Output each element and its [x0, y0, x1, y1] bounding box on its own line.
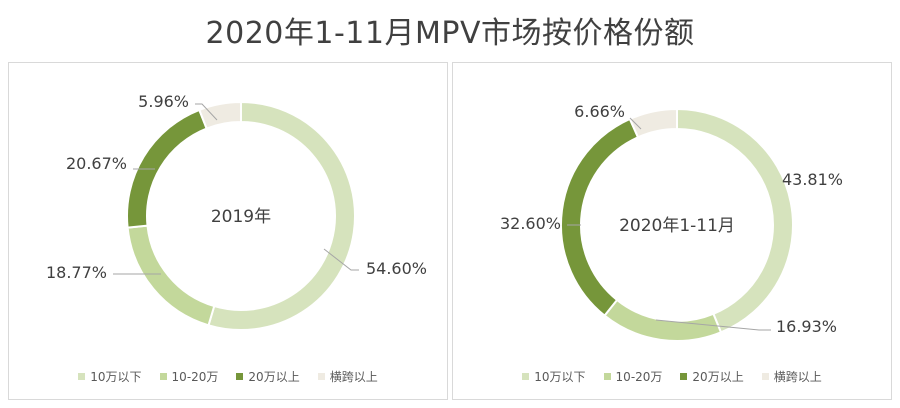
legend-item-10-20w: 10-20万	[603, 368, 663, 385]
donut-slice-crossover	[198, 100, 242, 130]
legend-label: 20万以上	[692, 370, 744, 384]
chart-title: 2020年1-11月MPV市场按价格份额	[205, 16, 695, 51]
donut-slice-crossover	[628, 107, 678, 139]
center-label: 2020年1-11月	[619, 216, 735, 236]
data-label-crossover: 6.66%	[574, 102, 625, 121]
data-label-10-20w: 18.77%	[46, 263, 107, 282]
legend-2020: 10万以下 10-20万 20万以上 横跨以上	[453, 368, 891, 385]
legend-2019: 10万以下 10-20万 20万以上 横跨以上	[9, 368, 447, 385]
legend-swatch	[680, 373, 688, 380]
legend-swatch	[522, 373, 530, 380]
legend-label: 20万以上	[248, 370, 300, 384]
legend-item-under-10w: 10万以下	[78, 368, 142, 385]
legend-label: 横跨以上	[329, 370, 378, 384]
center-label: 2019年	[211, 207, 271, 227]
legend-swatch	[761, 373, 769, 380]
legend-label: 横跨以上	[773, 370, 822, 384]
legend-item-over-20w: 20万以上	[680, 368, 744, 385]
leader-line-10-20w	[655, 319, 771, 331]
legend-swatch	[78, 373, 86, 380]
donut-slice-10-20w	[126, 224, 216, 327]
legend-item-over-20w: 20万以上	[236, 368, 300, 385]
data-label-crossover: 5.96%	[138, 92, 189, 111]
donut-svg-2020: 43.81% 16.93% 32.60% 6.66% 2020年1-11月	[500, 102, 843, 342]
data-label-10-20w: 16.93%	[776, 317, 837, 336]
legend-swatch	[317, 373, 325, 380]
legend-swatch	[236, 373, 244, 380]
data-label-under-10w: 43.81%	[782, 170, 843, 189]
legend-label: 10万以下	[90, 370, 142, 384]
donut-chart-2019: 54.60% 18.77% 20.67% 5.96% 2019年 10万以下 10-20万…	[8, 62, 448, 400]
data-label-over-20w: 32.60%	[500, 214, 561, 233]
legend-label: 10-20万	[171, 370, 219, 384]
legend-swatch	[159, 373, 167, 380]
data-label-under-10w: 54.60%	[366, 259, 427, 278]
legend-item-crossover: 横跨以上	[317, 368, 378, 385]
data-label-over-20w: 20.67%	[66, 154, 127, 173]
legend-item-crossover: 横跨以上	[761, 368, 822, 385]
donut-chart-2020: 43.81% 16.93% 32.60% 6.66% 2020年1-11月 10万以下 1…	[452, 62, 892, 400]
leader-line-under-10w	[323, 248, 359, 271]
legend-item-10-20w: 10-20万	[159, 368, 219, 385]
legend-label: 10万以下	[534, 370, 586, 384]
leader-line-crossover	[629, 117, 642, 130]
donut-svg-2019: 54.60% 18.77% 20.67% 5.96% 2019年	[46, 92, 427, 331]
legend-swatch	[603, 373, 611, 380]
leader-line-crossover	[195, 103, 218, 121]
legend-item-under-10w: 10万以下	[522, 368, 586, 385]
legend-label: 10-20万	[615, 370, 663, 384]
